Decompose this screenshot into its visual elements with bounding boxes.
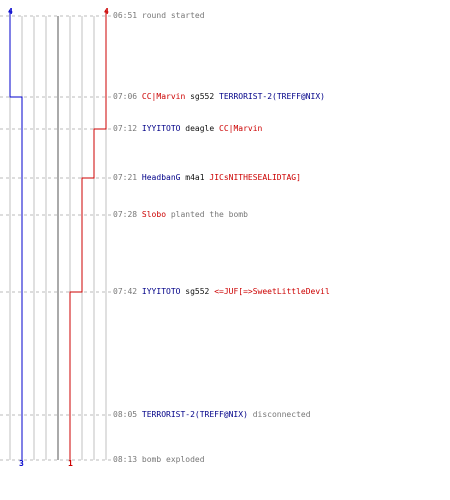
event-time: 08:05 xyxy=(113,410,138,419)
player-name: JICsNITHESEALIDTAG] xyxy=(209,173,301,182)
player-name: Slobo xyxy=(141,210,167,219)
event-time: 07:28 xyxy=(113,210,138,219)
weapon-label: m4a1 xyxy=(185,173,205,182)
event-row: 08:13 bomb exploded xyxy=(113,455,205,465)
player-name: TERRORIST-2(TREFF@NIX) xyxy=(141,410,248,419)
player-name: IYYITOTO xyxy=(141,124,181,133)
event-time: 07:21 xyxy=(113,173,138,182)
event-row: 08:05 TERRORIST-2(TREFF@NIX) disconnecte… xyxy=(113,410,311,420)
team-red-end-count: 1 xyxy=(68,459,73,468)
team-red-start-count: 4 xyxy=(104,7,109,16)
player-name: HeadbanG xyxy=(141,173,181,182)
team-blue-count-line xyxy=(9,10,23,460)
event-text: planted the bomb xyxy=(170,210,248,219)
team-blue-start-count: 4 xyxy=(8,7,13,16)
weapon-label: sg552 xyxy=(190,92,215,101)
team-blue-end-count: 3 xyxy=(19,459,24,468)
event-time: 07:12 xyxy=(113,124,138,133)
player-name: CC|Marvin xyxy=(219,124,263,133)
event-text: bomb exploded xyxy=(141,455,205,464)
event-row: 07:21 HeadbanG m4a1 JICsNITHESEALIDTAG] xyxy=(113,173,301,183)
team-red-count-line xyxy=(69,10,107,460)
player-name: <=JUF[=>SweetLittleDevil xyxy=(214,287,330,296)
event-time: 07:42 xyxy=(113,287,138,296)
event-row: 06:51 round started xyxy=(113,11,205,21)
event-time: 06:51 xyxy=(113,11,138,20)
player-name: TERRORIST-2(TREFF@NIX) xyxy=(219,92,325,101)
event-row: 07:12 IYYITOTO deagle CC|Marvin xyxy=(113,124,262,134)
grid-lines xyxy=(9,16,107,460)
player-name: CC|Marvin xyxy=(141,92,186,101)
event-row: 07:42 IYYITOTO sg552 <=JUF[=>SweetLittle… xyxy=(113,287,330,297)
event-text: round started xyxy=(141,11,205,20)
weapon-label: deagle xyxy=(185,124,215,133)
player-name: IYYITOTO xyxy=(141,287,181,296)
event-row: 07:06 CC|Marvin sg552 TERRORIST-2(TREFF@… xyxy=(113,92,325,102)
event-row: 07:28 Slobo planted the bomb xyxy=(113,210,248,220)
weapon-label: sg552 xyxy=(185,287,210,296)
event-time: 07:06 xyxy=(113,92,138,101)
event-time: 08:13 xyxy=(113,455,138,464)
event-text: disconnected xyxy=(252,410,311,419)
